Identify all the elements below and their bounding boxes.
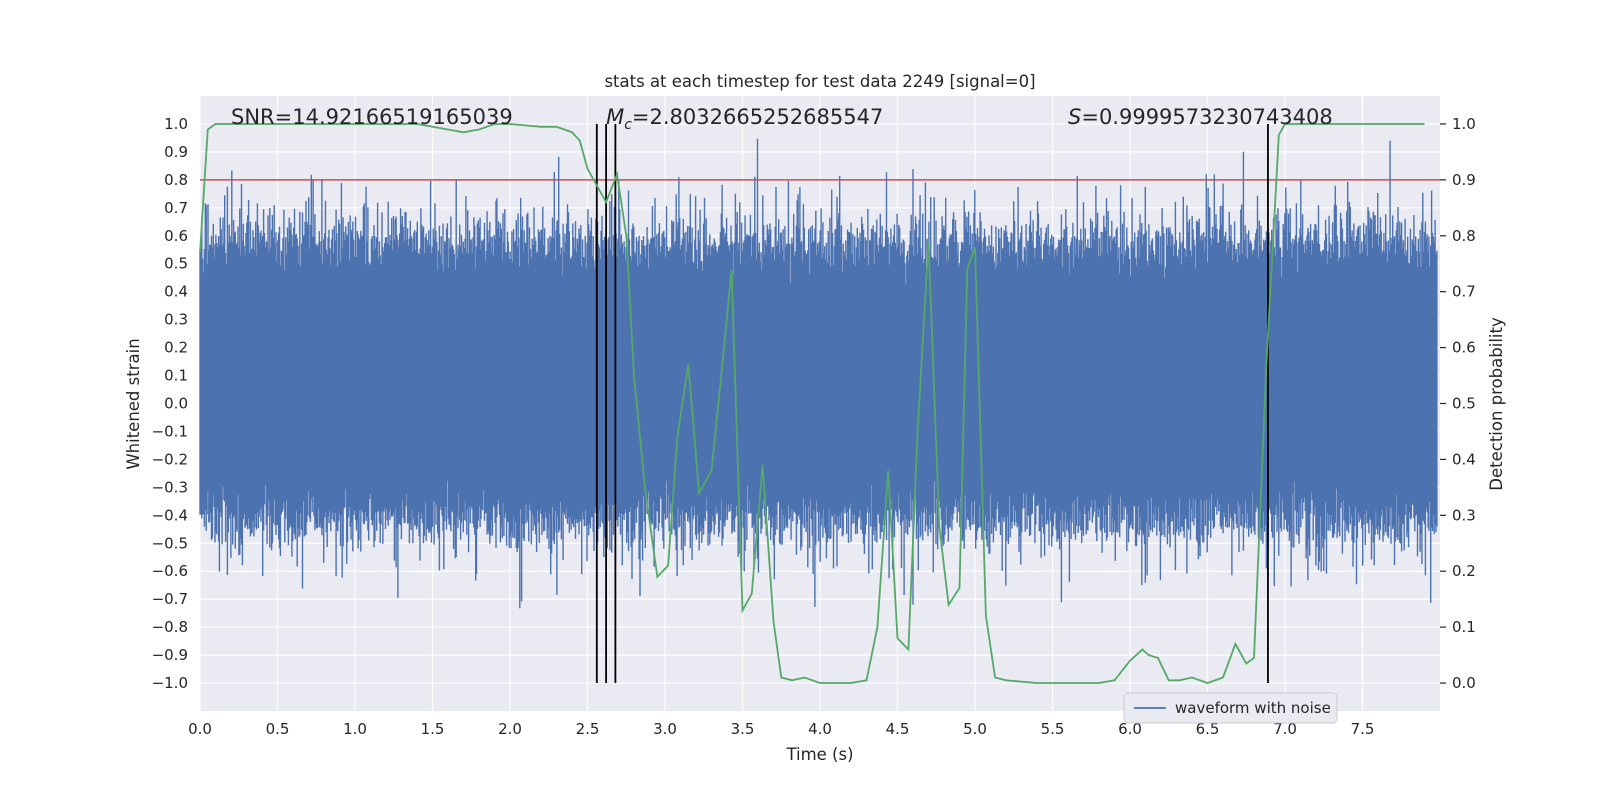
- x-tick-label: 7.0: [1273, 720, 1297, 738]
- y-tick-label: −0.7: [152, 590, 188, 608]
- x-tick-label: 0.5: [266, 720, 290, 738]
- y2-tick-label: 0.1: [1452, 618, 1476, 636]
- y2-tick-label: 0.5: [1452, 395, 1476, 413]
- y-tick-label: 0.3: [164, 311, 188, 329]
- y-tick-label: 1.0: [164, 115, 188, 133]
- y-tick-label: −0.8: [152, 618, 188, 636]
- y2-tick-label: 0.8: [1452, 227, 1476, 245]
- y-tick-label: 0.1: [164, 367, 188, 385]
- y2-tick-label: 0.9: [1452, 171, 1476, 189]
- y2-tick-label: 0.4: [1452, 450, 1476, 468]
- y-tick-label: −0.1: [152, 422, 188, 440]
- y-axis-ticks: −1.0 −0.9 −0.8 −0.7 −0.6 −0.5 −0.4 −0.3 −0.2 −0.1…: [152, 115, 188, 692]
- y-tick-label: −1.0: [152, 674, 188, 692]
- y2-tick-label: 0.3: [1452, 506, 1476, 524]
- waveform-series: [199, 138, 1438, 609]
- x-tick-label: 1.5: [421, 720, 445, 738]
- score-annotation: S=0.9999573230743408: [1068, 105, 1333, 129]
- legend: waveform with noise: [1123, 692, 1338, 724]
- waveform-trace: [199, 138, 1438, 609]
- y-tick-label: 0.7: [164, 199, 188, 217]
- detection-probability-line: [199, 123, 1425, 684]
- y-tick-label: −0.3: [152, 478, 188, 496]
- x-tick-label: 7.5: [1351, 720, 1375, 738]
- x-tick-label: 1.0: [343, 720, 367, 738]
- y-tick-label: −0.4: [152, 506, 188, 524]
- y-tick-label: −0.5: [152, 534, 188, 552]
- y2-tick-label: 0.7: [1452, 283, 1476, 301]
- x-tick-label: 3.0: [653, 720, 677, 738]
- y2-tick-label: 0.2: [1452, 562, 1476, 580]
- x-tick-label: 6.0: [1118, 720, 1142, 738]
- x-tick-label: 5.0: [963, 720, 987, 738]
- y-tick-label: 0.6: [164, 227, 188, 245]
- x-tick-label: 3.5: [731, 720, 755, 738]
- legend-label: waveform with noise: [1175, 699, 1331, 717]
- y2-tick-label: 0.6: [1452, 339, 1476, 357]
- y2-axis-ticks: 0.0 0.1 0.2 0.3 0.4 0.5 0.6 0.7 0.8 0.9 1.0: [1440, 115, 1476, 692]
- x-tick-label: 4.0: [808, 720, 832, 738]
- y-tick-label: 0.8: [164, 171, 188, 189]
- vertical-markers: [595, 123, 1269, 684]
- x-tick-label: 0.0: [188, 720, 212, 738]
- x-tick-label: 6.5: [1196, 720, 1220, 738]
- legend-box: [1123, 692, 1338, 724]
- y-tick-label: 0.0: [164, 395, 188, 413]
- y2-tick-label: 0.0: [1452, 674, 1476, 692]
- y-tick-label: −0.2: [152, 450, 188, 468]
- y-tick-label: −0.6: [152, 562, 188, 580]
- y-axis-label: Whitened strain: [124, 338, 143, 469]
- x-tick-label: 2.0: [498, 720, 522, 738]
- x-tick-label: 4.5: [886, 720, 910, 738]
- x-axis-label: Time (s): [785, 745, 853, 764]
- y-tick-label: 0.9: [164, 143, 188, 161]
- x-tick-label: 5.5: [1041, 720, 1065, 738]
- chart-title: stats at each timestep for test data 224…: [604, 72, 1035, 91]
- y-tick-label: 0.2: [164, 339, 188, 357]
- snr-annotation: SNR=14.92166519165039: [231, 105, 513, 129]
- y-tick-label: −0.9: [152, 646, 188, 664]
- x-tick-label: 2.5: [576, 720, 600, 738]
- y-tick-label: 0.4: [164, 283, 188, 301]
- y-tick-label: 0.5: [164, 255, 188, 273]
- chirp-mass-annotation: Mc=2.8032665252685547: [606, 105, 883, 133]
- y2-axis-label: Detection probability: [1487, 317, 1506, 491]
- x-axis-ticks: 0.0 0.5 1.0 1.5 2.0 2.5 3.0 3.5 4.0 4.5 5.0 5.5 6.0 6…: [188, 720, 1374, 738]
- y2-tick-label: 1.0: [1452, 115, 1476, 133]
